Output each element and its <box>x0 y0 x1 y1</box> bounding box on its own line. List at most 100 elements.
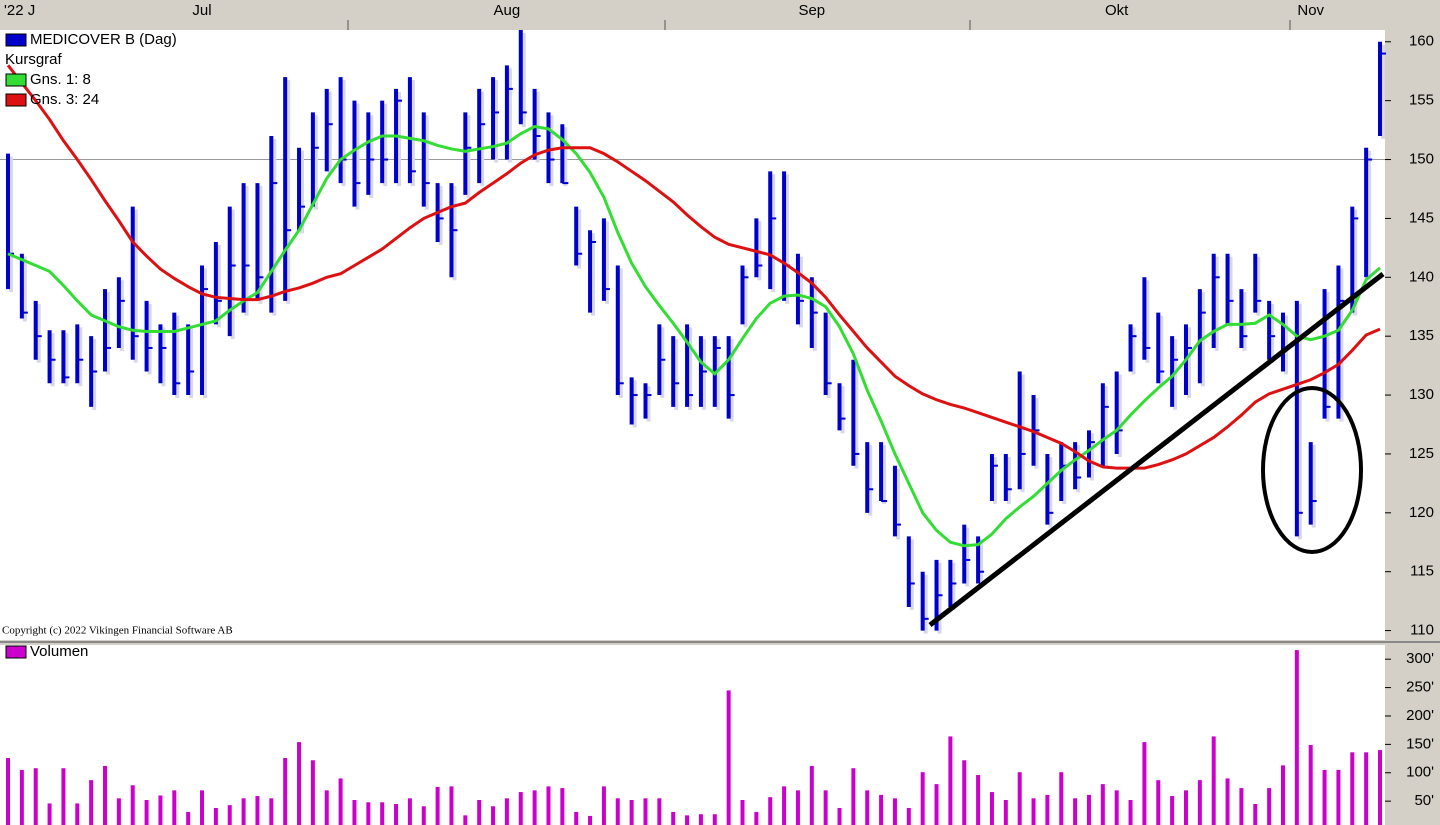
month-dividers <box>347 20 1291 30</box>
volume-bar <box>740 800 745 825</box>
volume-bar <box>1045 794 1050 825</box>
volume-bar <box>532 790 537 825</box>
volume-bar <box>1336 769 1341 825</box>
volume-bar <box>366 802 371 825</box>
volume-bar <box>588 815 593 825</box>
volume-bar <box>144 800 149 825</box>
volume-bar <box>1197 780 1202 825</box>
volume-bar <box>19 769 24 825</box>
volume-bar <box>61 768 66 825</box>
volume-bar <box>1073 798 1078 825</box>
volume-bar <box>1170 796 1175 825</box>
legend-label: Gns. 3: 24 <box>30 91 99 108</box>
y-tick-label: 120 <box>1409 504 1434 521</box>
y-tick-label: 145 <box>1409 209 1434 226</box>
volume-bar <box>948 736 953 825</box>
volume-bar <box>976 775 981 825</box>
volume-bar <box>879 794 884 825</box>
volume-bar <box>823 790 828 825</box>
volume-bar <box>1017 772 1022 825</box>
copyright: Copyright (c) 2022 Vikingen Financial So… <box>2 625 233 637</box>
volume-bar <box>1322 769 1327 825</box>
volume-bar <box>255 796 260 825</box>
y-tick-label: 155 <box>1409 92 1434 109</box>
legend-label: Gns. 1: 8 <box>30 71 91 88</box>
legend-swatch <box>5 33 27 47</box>
volume-bar <box>1267 788 1272 825</box>
price-panel <box>0 30 1385 640</box>
volume-bar <box>352 800 357 825</box>
y-tick-label: 115 <box>1410 563 1434 580</box>
volume-bar <box>1280 765 1285 825</box>
volume-bar <box>629 800 634 825</box>
volume-bar <box>962 760 967 825</box>
volume-bar <box>130 785 135 825</box>
y-tick-label: 150 <box>1409 151 1434 168</box>
legend-swatch <box>5 73 27 87</box>
volume-bar <box>1364 752 1369 825</box>
volume-bar <box>116 798 121 825</box>
volume-bar <box>1128 800 1133 825</box>
volume-bar <box>1142 742 1147 825</box>
volume-bar <box>657 798 662 825</box>
volume-bar <box>477 800 482 825</box>
volume-bar <box>1350 752 1355 825</box>
x-tick-label: Nov <box>1297 2 1324 19</box>
volume-bar <box>865 790 870 825</box>
volume-bar <box>809 765 814 825</box>
volume-bar <box>574 811 579 825</box>
volume-bar <box>712 814 717 825</box>
volume-bar <box>186 811 191 825</box>
y-tick-label: 200' <box>1406 707 1434 724</box>
y-tick-label: 140 <box>1409 268 1434 285</box>
legend-swatch <box>5 93 27 107</box>
volume-bar <box>435 786 440 825</box>
y-tick-label: 250' <box>1406 679 1434 696</box>
volume-bar <box>726 690 731 825</box>
volume-bar <box>407 798 412 825</box>
volume-bar <box>241 798 246 825</box>
volume-bar <box>227 805 232 825</box>
volume-bar <box>615 798 620 825</box>
volume-bar <box>1294 650 1299 825</box>
volume-bar <box>338 778 343 825</box>
volume-bar <box>1114 790 1119 825</box>
volume-bar <box>297 742 302 825</box>
volume-bar <box>698 814 703 825</box>
volume-bar <box>269 798 274 825</box>
volume-bar <box>324 790 329 825</box>
volume-bar <box>989 792 994 825</box>
y-tick-label: 300' <box>1406 650 1434 667</box>
subtitle: Kursgraf <box>5 51 63 68</box>
moving-average <box>7 125 1381 548</box>
y-tick-label: 160 <box>1409 33 1434 50</box>
y-tick-label: 125 <box>1409 445 1434 462</box>
volume-bar <box>1378 750 1382 825</box>
volume-bar <box>546 786 551 825</box>
y-tick-label: 150' <box>1406 735 1434 752</box>
highlight-ellipse <box>1261 386 1363 554</box>
volume-bar <box>560 788 565 825</box>
x-tick-label: Jul <box>192 2 211 19</box>
volume-bar <box>934 784 939 825</box>
volume-bar <box>310 760 315 825</box>
volume-bar <box>47 803 52 825</box>
volume-bar <box>754 811 759 825</box>
volume-bar <box>601 786 606 825</box>
volume-bar <box>1100 784 1105 825</box>
volume-bar <box>491 806 496 825</box>
volume-bar <box>158 795 163 825</box>
volume-bar <box>1183 790 1188 825</box>
legend-label: Volumen <box>30 643 88 660</box>
y-tick-label: 110 <box>1410 622 1434 639</box>
x-tick-label: '22 J <box>4 2 35 19</box>
volume-bar <box>1003 800 1008 825</box>
volume-panel <box>0 645 1385 825</box>
volume-bar <box>33 768 38 825</box>
volume-bar <box>768 797 773 825</box>
volume-bar <box>892 798 897 825</box>
volume-bar <box>504 798 509 825</box>
volume-bar <box>1253 803 1258 825</box>
